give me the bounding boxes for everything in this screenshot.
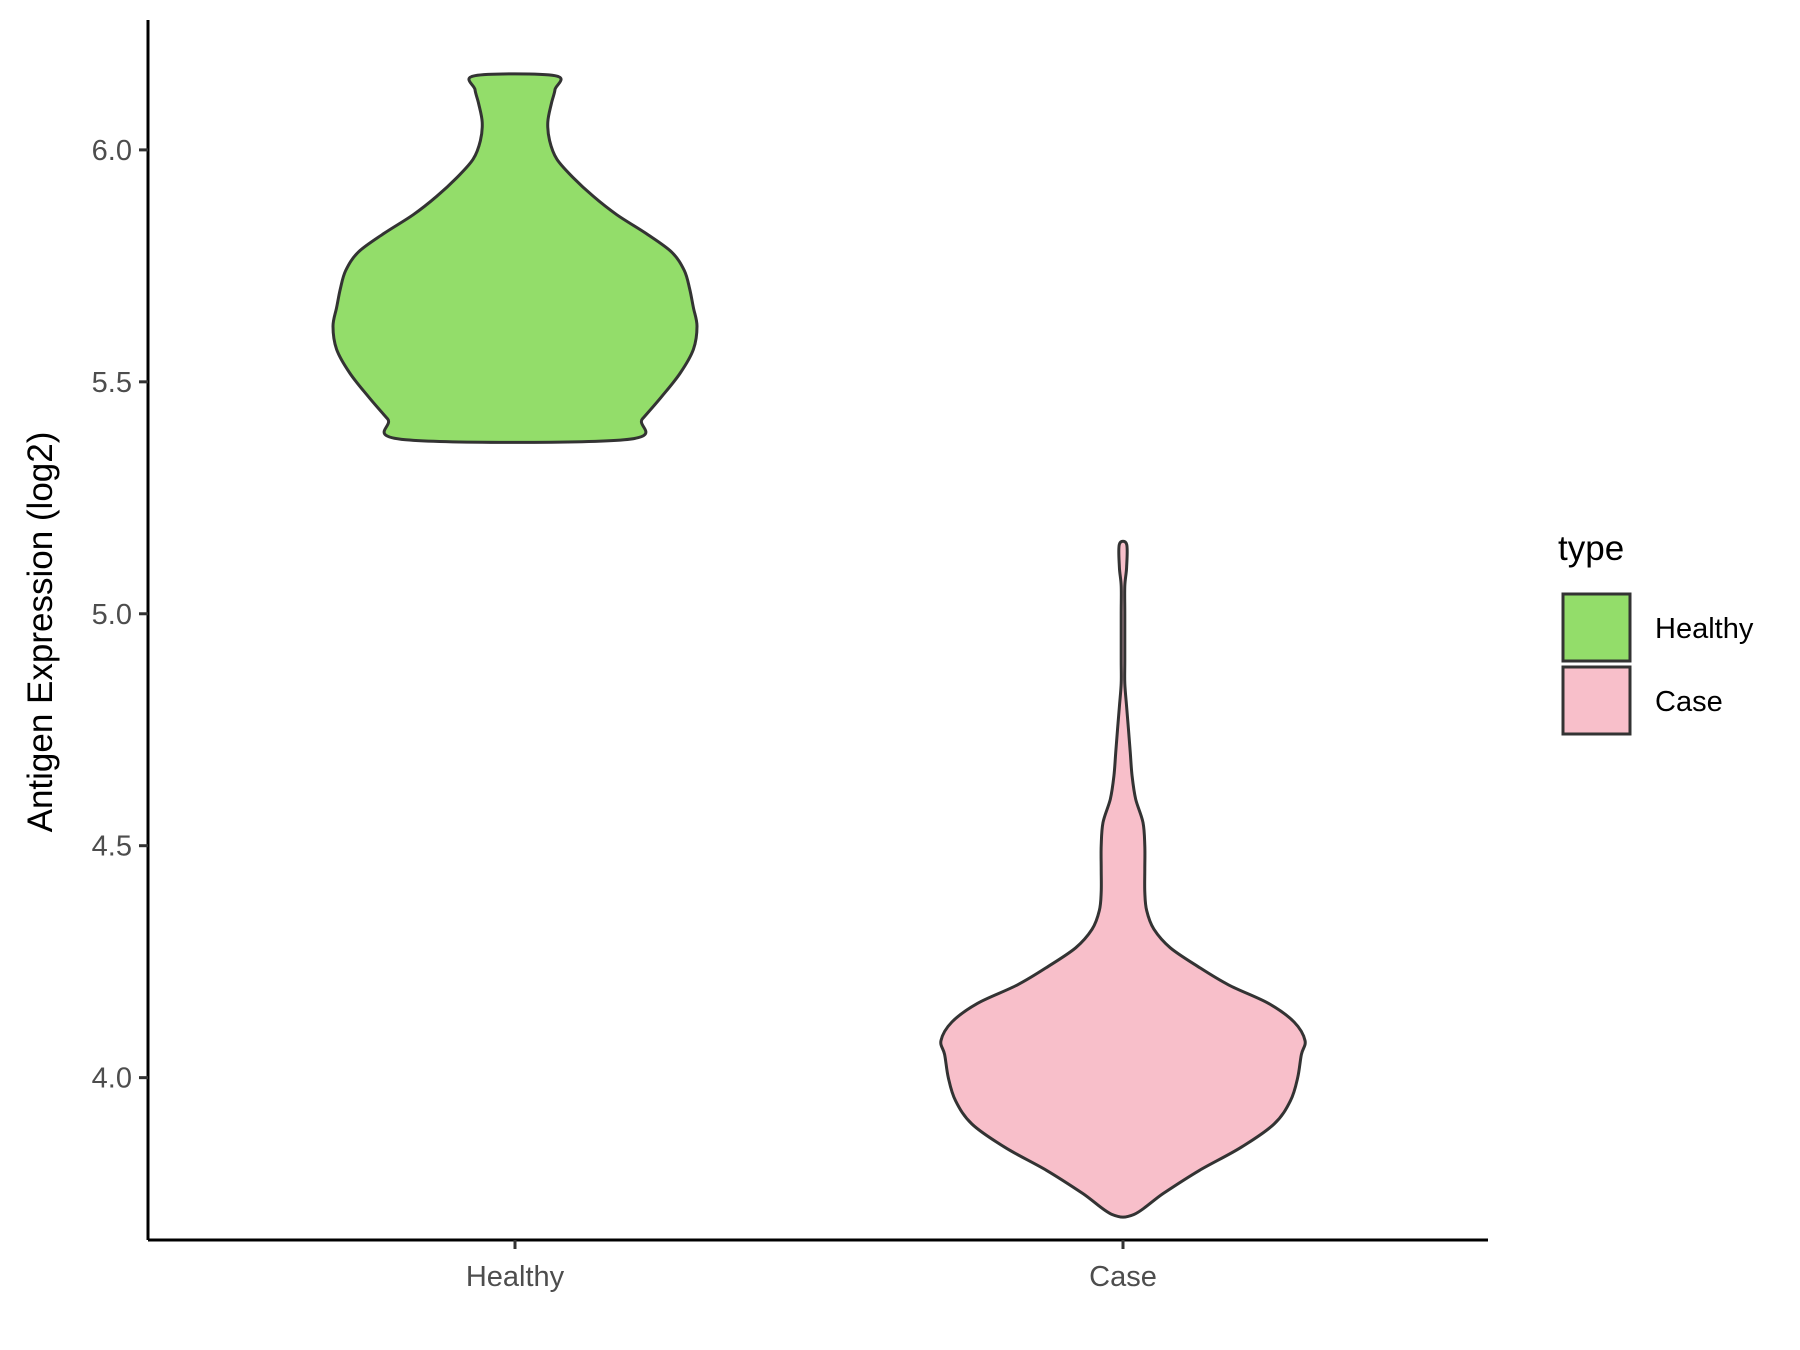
plot-area — [331, 72, 1307, 1219]
violin-case — [939, 539, 1307, 1219]
x-tick-label: Healthy — [466, 1261, 565, 1293]
legend-label-healthy: Healthy — [1655, 613, 1754, 645]
violin-healthy — [331, 72, 699, 444]
y-tick-label: 4.5 — [92, 831, 132, 863]
y-tick-label: 4.0 — [92, 1063, 132, 1095]
legend-entries: Healthy Case — [1561, 592, 1754, 736]
legend: type Healthy Case — [1558, 529, 1754, 736]
axes: 4.0 4.5 5.0 5.5 6.0 Healthy Case — [92, 20, 1488, 1293]
x-tick-label: Case — [1089, 1261, 1157, 1293]
legend-swatch-healthy — [1561, 592, 1632, 663]
legend-title: type — [1558, 529, 1624, 568]
y-tick-label: 5.0 — [92, 599, 132, 631]
y-tick-label: 6.0 — [92, 135, 132, 167]
legend-label-case: Case — [1655, 686, 1723, 718]
y-tick-label: 5.5 — [92, 367, 132, 399]
legend-swatch-case — [1561, 665, 1632, 736]
y-axis-title: Antigen Expression (log2) — [21, 432, 60, 833]
